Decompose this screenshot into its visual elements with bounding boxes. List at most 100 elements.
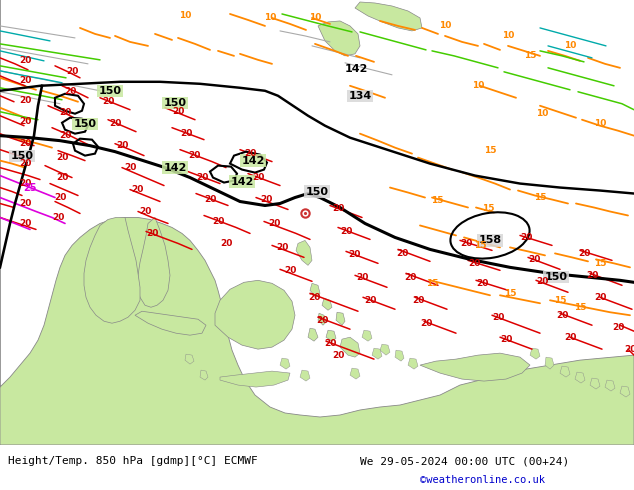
Text: 20: 20	[340, 227, 353, 236]
Text: 142: 142	[242, 156, 264, 166]
Text: 10: 10	[309, 13, 321, 23]
Polygon shape	[185, 354, 194, 364]
Polygon shape	[575, 372, 585, 383]
Polygon shape	[620, 386, 630, 397]
Text: 20: 20	[492, 313, 504, 322]
Text: 15: 15	[484, 146, 496, 155]
Text: Height/Temp. 850 hPa [gdmp][°C] ECMWF: Height/Temp. 850 hPa [gdmp][°C] ECMWF	[8, 456, 258, 466]
Text: 20: 20	[19, 117, 31, 126]
Text: 20: 20	[19, 219, 31, 228]
Polygon shape	[308, 328, 318, 341]
Text: We 29-05-2024 00:00 UTC (00+24): We 29-05-2024 00:00 UTC (00+24)	[360, 456, 569, 466]
Text: 10: 10	[264, 13, 276, 23]
Polygon shape	[530, 348, 540, 359]
Text: 20: 20	[19, 76, 31, 85]
Text: 15: 15	[553, 296, 566, 305]
Text: 20: 20	[276, 243, 288, 252]
Text: 20: 20	[56, 153, 68, 162]
Text: 10: 10	[472, 81, 484, 90]
Polygon shape	[350, 368, 360, 379]
Text: 20: 20	[188, 151, 200, 160]
Text: 20: 20	[284, 266, 296, 275]
Text: 150: 150	[164, 98, 186, 108]
Text: 20: 20	[460, 239, 472, 248]
Text: 20: 20	[556, 311, 568, 320]
Text: 25: 25	[23, 183, 37, 193]
Text: 20: 20	[139, 207, 151, 216]
Text: 20: 20	[204, 195, 216, 204]
Polygon shape	[296, 241, 312, 266]
Text: 15: 15	[534, 193, 547, 202]
Text: 15: 15	[482, 204, 495, 213]
Text: 150: 150	[98, 86, 122, 96]
Text: 15: 15	[430, 196, 443, 205]
Text: 20: 20	[252, 173, 264, 182]
Text: 20: 20	[19, 56, 31, 65]
Text: 20: 20	[180, 129, 192, 138]
Text: 15: 15	[594, 259, 606, 268]
Text: 20: 20	[420, 318, 432, 328]
Text: 20: 20	[624, 344, 634, 354]
Polygon shape	[300, 370, 310, 381]
Text: 20: 20	[59, 108, 71, 117]
Text: 10: 10	[564, 41, 576, 50]
Text: 20: 20	[220, 239, 232, 248]
Text: 20: 20	[19, 139, 31, 148]
Text: 134: 134	[348, 91, 372, 101]
Text: 15: 15	[474, 241, 486, 250]
Polygon shape	[84, 218, 140, 323]
Polygon shape	[560, 366, 570, 377]
Text: 20: 20	[54, 193, 66, 202]
Text: 20: 20	[59, 131, 71, 140]
Polygon shape	[215, 280, 295, 349]
Text: 20: 20	[308, 293, 320, 302]
Polygon shape	[138, 218, 170, 307]
Text: 20: 20	[578, 249, 590, 258]
Text: 20: 20	[332, 351, 344, 360]
Polygon shape	[326, 330, 336, 341]
Text: 10: 10	[502, 31, 514, 40]
Polygon shape	[318, 21, 360, 56]
Polygon shape	[362, 330, 372, 341]
Text: 10: 10	[439, 22, 451, 30]
Polygon shape	[408, 358, 418, 369]
Text: 142: 142	[164, 163, 186, 172]
Text: 20: 20	[364, 296, 376, 305]
Text: ©weatheronline.co.uk: ©weatheronline.co.uk	[420, 475, 545, 485]
Text: 20: 20	[19, 96, 31, 105]
Text: 10: 10	[594, 119, 606, 128]
Polygon shape	[545, 357, 554, 369]
Text: 20: 20	[348, 250, 360, 259]
Text: 20: 20	[564, 333, 576, 342]
Text: 20: 20	[56, 173, 68, 182]
Polygon shape	[395, 350, 404, 361]
Polygon shape	[0, 0, 634, 445]
Text: 20: 20	[594, 293, 606, 302]
Text: 150: 150	[306, 187, 328, 196]
Text: 150: 150	[11, 150, 34, 161]
Text: 142: 142	[344, 64, 368, 74]
Text: 20: 20	[244, 149, 256, 158]
Text: 20: 20	[109, 119, 121, 128]
Text: 15: 15	[504, 289, 516, 298]
Polygon shape	[355, 2, 422, 31]
Text: 150: 150	[74, 119, 96, 129]
Text: 20: 20	[586, 271, 598, 280]
Polygon shape	[322, 298, 332, 310]
Polygon shape	[590, 378, 600, 389]
Text: 15: 15	[426, 279, 438, 288]
Polygon shape	[380, 344, 390, 355]
Text: 20: 20	[316, 316, 328, 325]
Text: 20: 20	[124, 163, 136, 172]
Polygon shape	[220, 371, 290, 387]
Text: 20: 20	[102, 97, 114, 106]
Polygon shape	[318, 313, 326, 325]
Text: 20: 20	[468, 259, 480, 268]
Text: 20: 20	[332, 204, 344, 213]
Text: 20: 20	[19, 199, 31, 208]
Text: 15: 15	[524, 51, 536, 60]
Polygon shape	[135, 311, 206, 335]
Polygon shape	[200, 370, 208, 380]
Text: 20: 20	[212, 217, 224, 226]
Text: 20: 20	[260, 195, 272, 204]
